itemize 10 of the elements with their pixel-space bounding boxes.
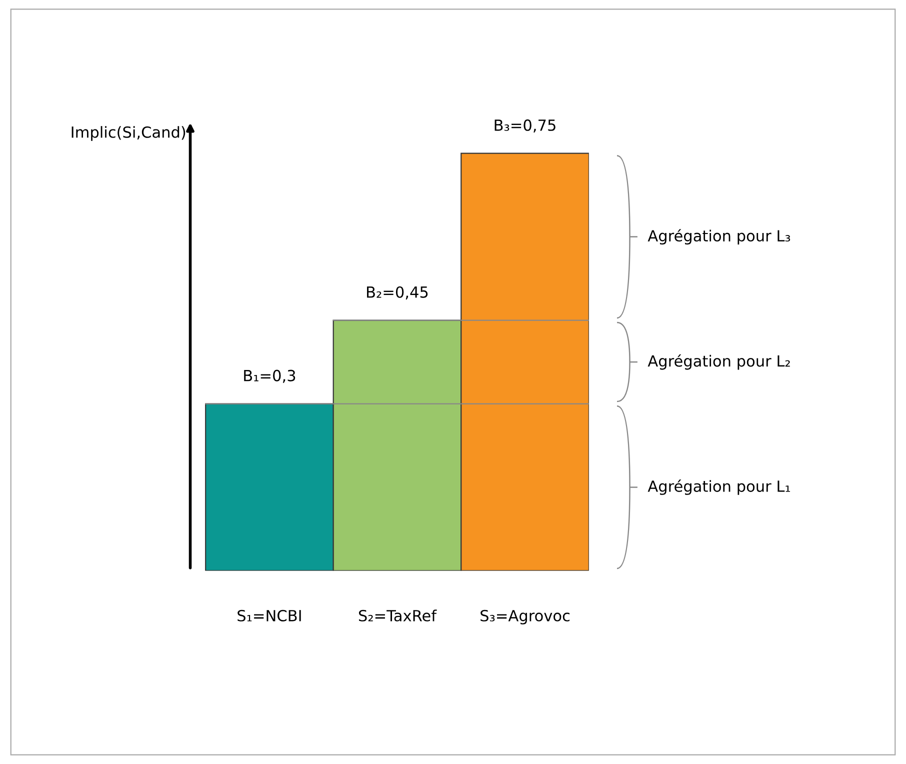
y-axis-title: Implic(Si,Cand) — [72, 126, 186, 141]
band-label: Agrégation pour L₃ — [648, 229, 790, 245]
band-label: Agrégation pour L₂ — [648, 354, 790, 370]
x-tick-label: S₁=NCBI — [238, 610, 301, 622]
data-label: B₃=0,75 — [494, 119, 556, 132]
x-tick-label: S₂=TaxRef — [358, 610, 437, 622]
band-label: Agrégation pour L₁ — [648, 480, 790, 495]
data-label: B₁=0,3 — [244, 370, 296, 383]
x-tick-label: S₃=Agrovoc — [480, 610, 570, 624]
data-label: B₂=0,45 — [367, 286, 428, 300]
